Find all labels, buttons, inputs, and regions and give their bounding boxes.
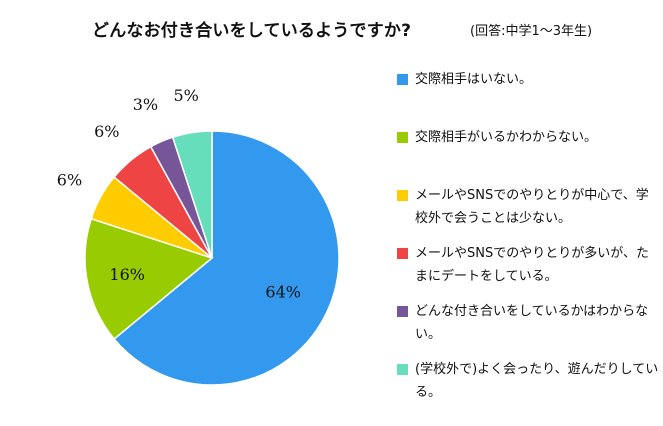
pie-chart: 64% 16% 6% 6% 3% 5% [57,86,340,386]
legend-item: (学校外で)よく会ったり、遊んだりしている。 [397,358,659,416]
legend-item: メールやSNSでのやりとりが多いが、たまにデートをしている。 [397,242,659,300]
legend-label: 交際相手はいない。 [415,72,533,87]
pie-labels: 64% 16% 6% 6% 3% 5% [57,86,301,302]
legend-item: メールやSNSでのやりとりが中心で、学校外で会うことは少ない。 [397,184,659,242]
pie-slice [84,217,214,341]
pie-slice-label: 3% [133,95,158,114]
pie-slice-label: 6% [94,122,119,141]
legend-swatch [397,190,408,201]
chart-subtitle: (回答:中学1〜3年生) [470,24,593,39]
pie-slice-label: 5% [174,86,199,105]
legend-label: メールやSNSでのやりとりが多いが、たまにデートをしている。 [415,246,649,284]
pie-slice-label: 64% [265,283,301,302]
legend-swatch [397,248,408,259]
legend-item: 交際相手がいるかわからない。 [397,126,659,184]
legend-swatch [397,74,408,85]
legend: 交際相手はいない。交際相手がいるかわからない。メールやSNSでのやりとりが中心で… [397,68,659,416]
legend-swatch [397,132,408,143]
legend-item: どんな付き合いをしているかはわからない。 [397,300,659,358]
pie-slice-label: 16% [109,265,145,284]
pie-slices [84,130,340,386]
legend-label: 交際相手がいるかわからない。 [415,130,598,145]
legend-label: (学校外で)よく会ったり、遊んだりしている。 [415,362,659,400]
pie-slice [113,130,340,386]
legend-item: 交際相手はいない。 [397,68,659,126]
legend-label: どんな付き合いをしているかはわからない。 [415,304,649,342]
legend-label: メールやSNSでのやりとりが中心で、学校外で会うことは少ない。 [415,188,649,226]
legend-swatch [397,306,408,317]
legend-swatch [397,364,408,375]
pie-slice-label: 6% [57,171,82,190]
pie-slice [171,130,213,259]
chart-title: どんなお付き合いをしているようですか? [92,21,412,41]
